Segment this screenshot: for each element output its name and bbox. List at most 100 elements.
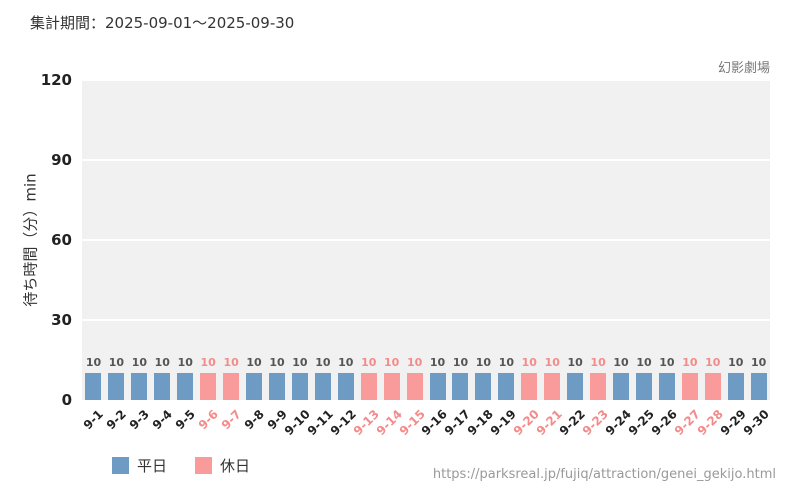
bar-9-27 <box>681 373 698 400</box>
bar-value-label: 10 <box>728 356 744 370</box>
bar-slot: 10 <box>288 80 311 400</box>
bar-slot: 10 <box>334 80 357 400</box>
bars-container: 10 10 10 10 10 10 10 10 10 10 10 10 10 10 10 10 10 10 10 10… <box>82 80 770 400</box>
legend-swatch <box>112 457 129 474</box>
y-tick-label: 120 <box>40 71 72 89</box>
bar-value-label: 10 <box>269 356 285 370</box>
bar-9-13 <box>360 373 377 400</box>
bar-slot: 10 <box>724 80 747 400</box>
bar-9-9 <box>268 373 285 400</box>
bar-9-30 <box>750 373 767 400</box>
bar-9-24 <box>613 373 630 400</box>
bar-slot: 10 <box>610 80 633 400</box>
bar-9-25 <box>635 373 652 400</box>
bar-9-11 <box>314 373 331 400</box>
bar-value-label: 10 <box>338 356 354 370</box>
legend-swatch <box>195 457 213 474</box>
bar-slot: 10 <box>151 80 174 400</box>
bar-value-label: 10 <box>659 356 675 370</box>
bar-9-8 <box>246 373 263 400</box>
bar-slot: 10 <box>633 80 656 400</box>
bar-value-label: 10 <box>705 356 721 370</box>
bar-value-label: 10 <box>521 356 537 370</box>
bar-slot: 10 <box>495 80 518 400</box>
bar-9-10 <box>291 373 308 400</box>
bar-9-23 <box>590 373 607 400</box>
legend-item: 休日 <box>195 455 250 476</box>
gridline <box>82 319 770 321</box>
bar-9-3 <box>131 373 148 400</box>
bar-slot: 10 <box>426 80 449 400</box>
bar-slot: 10 <box>197 80 220 400</box>
y-tick-label: 0 <box>61 391 72 409</box>
chart-title: 幻影劇場 <box>717 61 770 76</box>
bar-slot: 10 <box>449 80 472 400</box>
bar-value-label: 10 <box>613 356 629 370</box>
bar-value-label: 10 <box>567 356 583 370</box>
bar-9-21 <box>544 373 561 400</box>
bar-value-label: 10 <box>223 356 239 370</box>
bar-value-label: 10 <box>131 356 147 370</box>
bar-9-2 <box>108 373 125 400</box>
bar-9-14 <box>383 373 400 400</box>
bar-slot: 10 <box>564 80 587 400</box>
bar-9-29 <box>727 373 744 400</box>
bar-9-7 <box>223 373 240 400</box>
gridline <box>82 79 770 81</box>
bar-9-12 <box>337 373 354 400</box>
bar-slot: 10 <box>243 80 266 400</box>
bar-value-label: 10 <box>384 356 400 370</box>
y-tick-label: 30 <box>51 311 72 329</box>
bar-value-label: 10 <box>682 356 698 370</box>
bar-value-label: 10 <box>498 356 514 370</box>
legend-label: 平日 <box>137 457 168 475</box>
gridline <box>82 159 770 161</box>
bar-value-label: 10 <box>361 356 377 370</box>
bar-9-16 <box>429 373 446 400</box>
bar-slot: 10 <box>747 80 770 400</box>
bar-9-1 <box>85 373 102 400</box>
bar-slot: 10 <box>105 80 128 400</box>
y-tick-label: 90 <box>51 151 72 169</box>
bar-9-26 <box>658 373 675 400</box>
bar-value-label: 10 <box>108 356 125 370</box>
bar-slot: 10 <box>266 80 289 400</box>
bar-9-17 <box>452 373 469 400</box>
y-tick-label: 60 <box>51 231 72 249</box>
bar-slot: 10 <box>220 80 243 400</box>
bar-value-label: 10 <box>246 356 262 370</box>
bar-slot: 10 <box>701 80 724 400</box>
bar-slot: 10 <box>174 80 197 400</box>
bar-9-18 <box>475 373 492 400</box>
bar-slot: 10 <box>472 80 495 400</box>
bar-value-label: 10 <box>452 356 469 370</box>
bar-9-6 <box>200 373 217 400</box>
source-url: https://parksreal.jp/fujiq/attraction/ge… <box>432 467 776 482</box>
bar-value-label: 10 <box>590 356 606 370</box>
bar-slot: 10 <box>655 80 678 400</box>
bar-9-28 <box>704 373 721 400</box>
bar-slot: 10 <box>587 80 610 400</box>
bar-value-label: 10 <box>315 356 331 370</box>
bar-value-label: 10 <box>406 356 423 370</box>
legend-label: 休日 <box>220 457 251 475</box>
bar-slot: 10 <box>403 80 426 400</box>
bar-9-22 <box>567 373 584 400</box>
plot-area: 10 10 10 10 10 10 10 10 10 10 10 10 10 10 10 10 10 10 10 10… <box>82 79 770 400</box>
bar-9-19 <box>498 373 515 400</box>
bar-slot: 10 <box>128 80 151 400</box>
bar-9-5 <box>177 373 194 400</box>
bar-slot: 10 <box>357 80 380 400</box>
bar-value-label: 10 <box>200 356 216 370</box>
bar-9-4 <box>154 373 171 400</box>
bar-value-label: 10 <box>475 356 492 370</box>
bar-slot: 10 <box>541 80 564 400</box>
bar-value-label: 10 <box>292 356 308 370</box>
bar-value-label: 10 <box>751 356 767 370</box>
gridline <box>82 239 770 241</box>
aggregation-period-text: 集計期間：2025-09-01～2025-09-30 <box>30 14 295 32</box>
bar-value-label: 10 <box>429 356 446 370</box>
bar-slot: 10 <box>82 80 105 400</box>
legend: 平日 休日 <box>112 455 250 476</box>
legend-item: 平日 <box>112 455 167 476</box>
